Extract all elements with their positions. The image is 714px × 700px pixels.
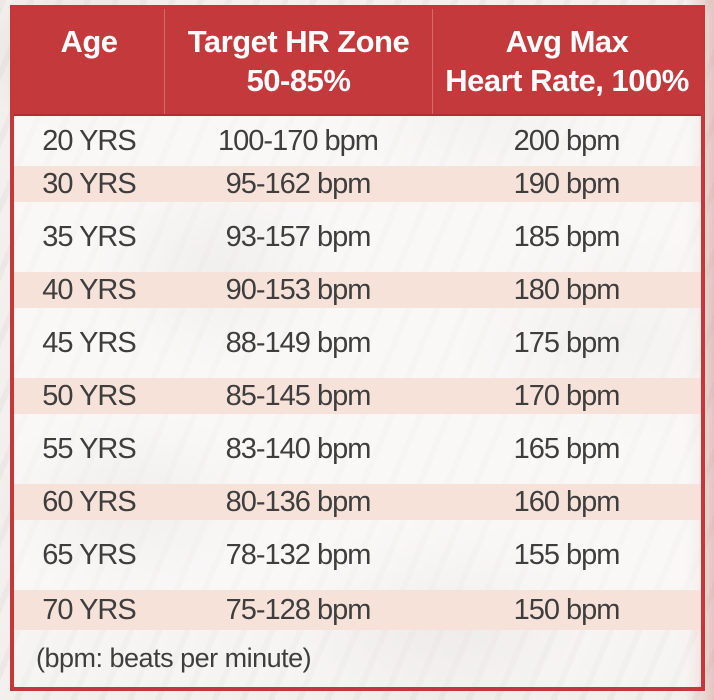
table-header-row: Age Target HR Zone 50-85% Avg Max Heart … [14, 9, 701, 116]
zone-cell: 78-132 bpm [225, 538, 372, 571]
age-cell: 50 YRS [42, 379, 136, 412]
header-cell-age: Age [14, 9, 164, 114]
header-age-label: Age [60, 24, 118, 59]
max-cell: 190 bpm [513, 167, 621, 200]
table-footer-row: (bpm: beats per minute) [14, 630, 701, 687]
table-row: 55 YRS 83-140 bpm 165 bpm [14, 414, 701, 484]
header-cell-target-zone: Target HR Zone 50-85% [164, 9, 432, 114]
table-row: 70 YRS 75-128 bpm 150 bpm [14, 590, 701, 630]
header-zone-line2: 50-85% [246, 63, 351, 98]
max-cell: 185 bpm [513, 220, 621, 253]
max-cell: 160 bpm [513, 485, 621, 518]
age-cell: 30 YRS [42, 167, 136, 200]
max-cell: 200 bpm [513, 124, 621, 157]
max-cell: 180 bpm [513, 273, 621, 306]
table-row: 65 YRS 78-132 bpm 155 bpm [14, 520, 701, 590]
zone-cell: 80-136 bpm [225, 485, 372, 518]
table-row: 50 YRS 85-145 bpm 170 bpm [14, 378, 701, 414]
max-cell: 165 bpm [513, 432, 621, 465]
max-cell: 175 bpm [513, 326, 621, 359]
max-cell: 150 bpm [513, 593, 621, 626]
table-row: 60 YRS 80-136 bpm 160 bpm [14, 484, 701, 520]
table-row: 40 YRS 90-153 bpm 180 bpm [14, 272, 701, 308]
table-row: 45 YRS 88-149 bpm 175 bpm [14, 308, 701, 378]
max-cell: 155 bpm [513, 538, 621, 571]
header-max-line2: Heart Rate, 100% [445, 63, 689, 98]
header-cell-avg-max: Avg Max Heart Rate, 100% [432, 9, 701, 114]
zone-cell: 75-128 bpm [225, 593, 372, 626]
zone-cell: 100-170 bpm [218, 124, 379, 157]
age-cell: 60 YRS [42, 485, 136, 518]
table-row: 30 YRS 95-162 bpm 190 bpm [14, 166, 701, 202]
zone-cell: 90-153 bpm [225, 273, 372, 306]
table-row: 35 YRS 93-157 bpm 185 bpm [14, 202, 701, 272]
age-cell: 55 YRS [42, 432, 136, 465]
age-cell: 40 YRS [42, 273, 136, 306]
heart-rate-table: Age Target HR Zone 50-85% Avg Max Heart … [10, 5, 705, 691]
bpm-note: (bpm: beats per minute) [36, 643, 312, 673]
table-row: 20 YRS 100-170 bpm 200 bpm [14, 116, 701, 166]
zone-cell: 88-149 bpm [225, 326, 372, 359]
max-cell: 170 bpm [513, 379, 621, 412]
header-max-line1: Avg Max [505, 24, 629, 59]
age-cell: 65 YRS [42, 538, 136, 571]
zone-cell: 85-145 bpm [225, 379, 372, 412]
zone-cell: 95-162 bpm [225, 167, 372, 200]
age-cell: 20 YRS [42, 124, 136, 157]
age-cell: 45 YRS [42, 326, 136, 359]
zone-cell: 93-157 bpm [225, 220, 372, 253]
header-zone-line1: Target HR Zone [187, 24, 410, 59]
age-cell: 35 YRS [42, 220, 136, 253]
zone-cell: 83-140 bpm [225, 432, 372, 465]
age-cell: 70 YRS [42, 593, 136, 626]
